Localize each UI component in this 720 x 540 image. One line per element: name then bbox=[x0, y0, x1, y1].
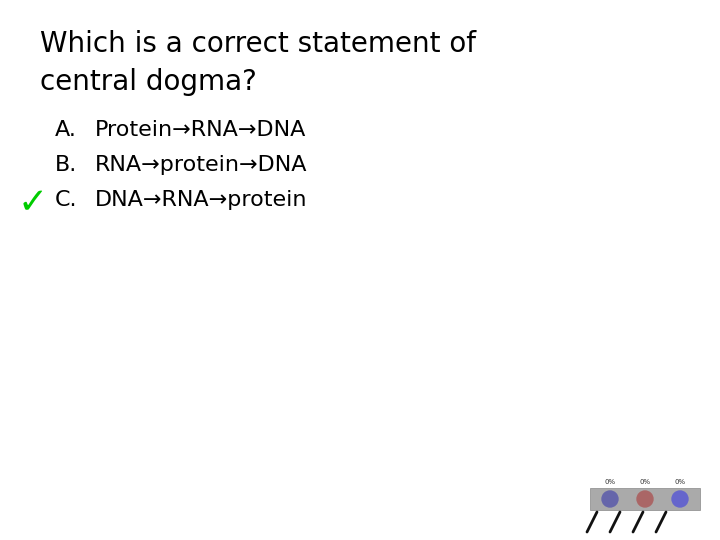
Circle shape bbox=[672, 491, 688, 507]
Text: 0%: 0% bbox=[604, 479, 616, 485]
Text: ✓: ✓ bbox=[18, 186, 48, 220]
Text: 0%: 0% bbox=[675, 479, 685, 485]
Text: 0%: 0% bbox=[639, 479, 651, 485]
Text: central dogma?: central dogma? bbox=[40, 68, 257, 96]
Text: A.: A. bbox=[55, 120, 77, 140]
Text: RNA→protein→DNA: RNA→protein→DNA bbox=[95, 155, 307, 175]
FancyBboxPatch shape bbox=[590, 488, 700, 510]
Text: C.: C. bbox=[55, 190, 78, 210]
Text: Which is a correct statement of: Which is a correct statement of bbox=[40, 30, 476, 58]
Circle shape bbox=[602, 491, 618, 507]
Text: Protein→RNA→DNA: Protein→RNA→DNA bbox=[95, 120, 307, 140]
Circle shape bbox=[637, 491, 653, 507]
Text: B.: B. bbox=[55, 155, 77, 175]
Text: DNA→RNA→protein: DNA→RNA→protein bbox=[95, 190, 307, 210]
